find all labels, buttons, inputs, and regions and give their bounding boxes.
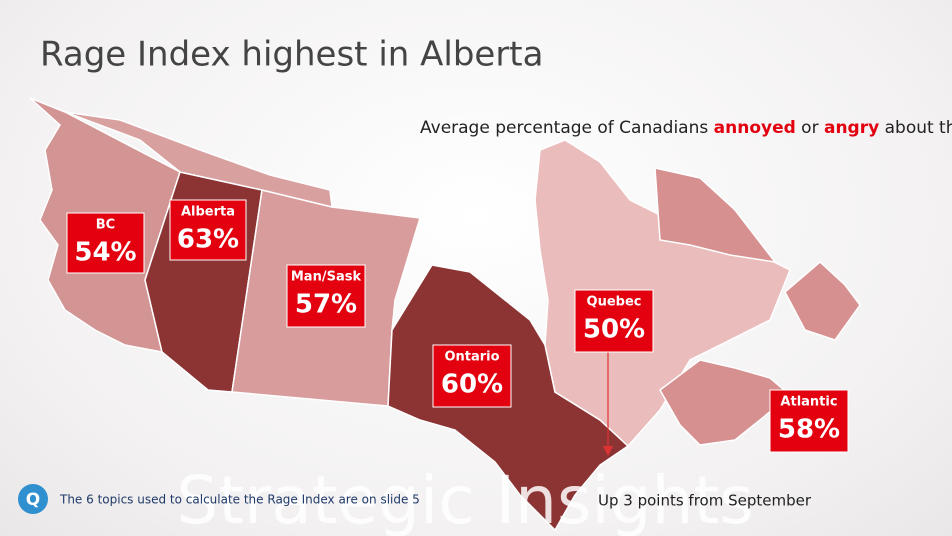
region-quebec	[534, 139, 791, 448]
title: Rage Index highest in Alberta	[40, 35, 543, 75]
region-name: Man/Sask	[291, 270, 362, 285]
footnote-icon-text: Q	[26, 490, 40, 510]
label-box	[286, 264, 366, 328]
region-name: Quebec	[587, 295, 642, 310]
annotation: Up 3 points from September	[598, 492, 812, 510]
subtitle-highlight: annoyed	[714, 118, 796, 138]
footnote-icon	[18, 484, 48, 514]
watermark: Strategic Insights	[176, 462, 753, 536]
north-outline	[64, 111, 333, 208]
footnote: The 6 topics used to calculate the Rage …	[59, 493, 420, 507]
region-value: 57%	[295, 290, 357, 320]
region-name: Atlantic	[780, 395, 837, 410]
region-value: 63%	[177, 225, 239, 255]
subtitle: Average percentage of Canadians annoyed …	[420, 118, 952, 138]
subtitle-part: about the 6 topics	[879, 118, 952, 138]
region-value: 50%	[583, 315, 645, 345]
subtitle-part: Average percentage of Canadians	[420, 118, 714, 138]
label-box	[66, 212, 145, 274]
region-name: Ontario	[444, 350, 499, 365]
label-box	[169, 199, 247, 261]
label-box	[769, 389, 849, 453]
region-atlantic-nfld	[784, 260, 861, 341]
region-value: 54%	[74, 238, 136, 268]
label-box	[432, 344, 512, 408]
region-value: 58%	[778, 415, 840, 445]
region-atlantic-labrador	[654, 167, 777, 264]
label-box	[574, 289, 654, 353]
annotation-arrow	[603, 446, 613, 456]
region-value: 60%	[441, 370, 503, 400]
subtitle-part: or	[796, 118, 824, 138]
subtitle-highlight: angry	[824, 118, 879, 138]
region-name: Alberta	[181, 205, 235, 220]
region-name: BC	[96, 218, 115, 233]
